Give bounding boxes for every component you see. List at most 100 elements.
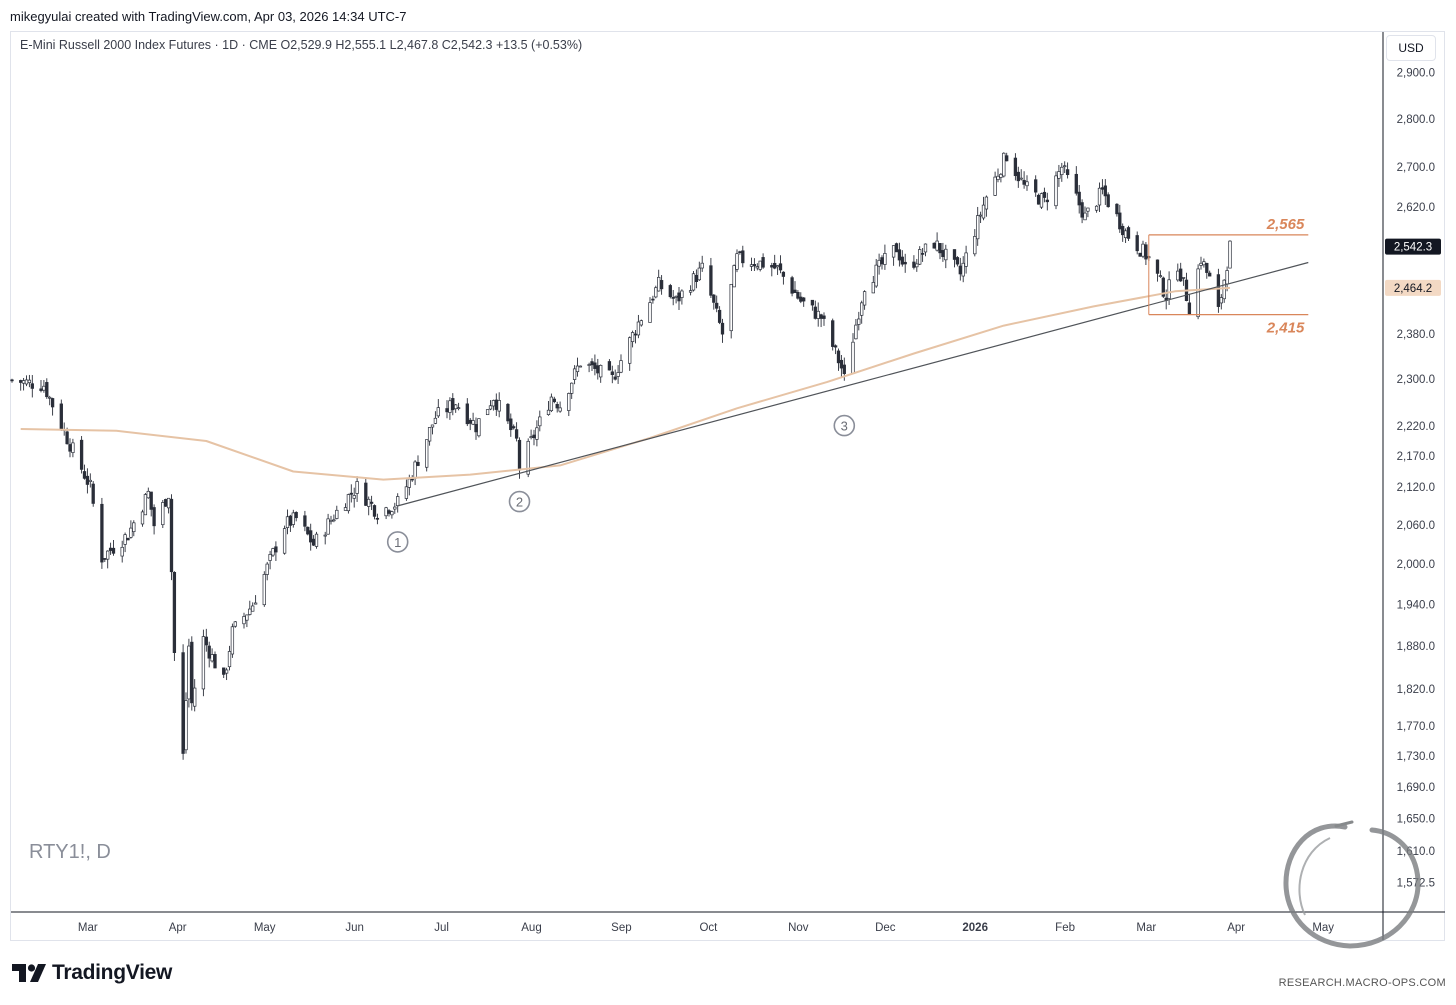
candle-body (871, 282, 875, 294)
time-tick-label: Feb (1055, 922, 1075, 934)
candle-body (802, 297, 806, 302)
candle-body (1034, 179, 1038, 193)
candle-body (39, 388, 43, 391)
candle-body (123, 534, 127, 545)
time-tick-label: Dec (875, 922, 896, 934)
candle-body (10, 379, 14, 382)
candle-body (465, 403, 469, 425)
trendline[interactable] (397, 261, 1309, 507)
candle-body (311, 538, 316, 546)
candle-body (204, 636, 208, 646)
candle-body (50, 398, 55, 408)
candle-body (659, 280, 664, 290)
candle-body (210, 654, 214, 662)
range-top-label: 2,565 (1266, 216, 1305, 233)
candle-body (729, 283, 733, 332)
time-tick-label: Mar (78, 922, 98, 934)
time-tick-label: Apr (169, 922, 187, 934)
candle-body (761, 257, 765, 268)
candle-body (1025, 181, 1029, 187)
candle-body (126, 537, 130, 541)
candle-body (851, 341, 855, 374)
time-tick-label: Aug (521, 922, 541, 934)
time-tick-label: Jun (345, 922, 364, 934)
candle-body (700, 262, 704, 269)
price-tick-label: 2,700.0 (1397, 162, 1435, 174)
pivot-circle (508, 490, 531, 513)
candle-body (799, 296, 803, 302)
candle-body (71, 442, 75, 453)
candle-body (451, 398, 455, 411)
candle-body (262, 574, 266, 606)
candle-body (1199, 262, 1203, 266)
candle-body (1054, 175, 1058, 207)
time-tick-label: May (254, 922, 276, 934)
candle-body (941, 250, 945, 258)
price-tick-label: 2,120.0 (1397, 482, 1435, 494)
candle-body (836, 350, 841, 364)
candle-body (607, 361, 612, 371)
currency-selector[interactable]: USD (1386, 35, 1436, 61)
range-box[interactable]: 2,565 2,415 (1148, 216, 1309, 337)
candle-body (326, 518, 330, 535)
candle-body (880, 257, 884, 265)
candle-body (578, 365, 583, 368)
candle-body (677, 292, 681, 302)
candle-body (903, 261, 907, 265)
time-axis[interactable]: Mar Apr May Jun Jul Aug Sep Oct Nov Dec 2026 Feb Mar… (11, 911, 1445, 934)
price-tick-label: 1,690.0 (1397, 782, 1435, 794)
candle-body (1123, 230, 1128, 239)
candle-body (445, 408, 449, 413)
candle-body (857, 318, 861, 325)
candle-body (790, 277, 794, 294)
candle-body (387, 510, 391, 514)
candle-body (227, 651, 232, 668)
candle-body (42, 385, 46, 391)
pivot-marker: 2 (508, 490, 531, 513)
candle-body (793, 289, 797, 294)
candle-body (143, 494, 148, 516)
candle-body (248, 608, 252, 615)
candle-body (1022, 179, 1026, 185)
candle-body (1167, 279, 1171, 299)
price-tick-label: 1,730.0 (1397, 751, 1435, 763)
candle-body (468, 419, 472, 424)
candle-body (1016, 171, 1020, 182)
tradingview-logo[interactable]: TradingView (12, 961, 172, 985)
candle-body (193, 687, 197, 707)
time-tick-label: Nov (788, 922, 809, 934)
candle-body (332, 519, 336, 522)
candle-body (619, 360, 623, 373)
price-axis[interactable]: 2,900.0 2,800.0 2,700.0 2,620.0 2,380.0 2,300… (1382, 32, 1435, 940)
candle-body (938, 243, 942, 254)
candle-body (512, 426, 516, 429)
candle-body (1097, 187, 1102, 206)
candle-body (831, 320, 835, 347)
candle-body (1013, 157, 1018, 177)
pivot-circle (386, 531, 409, 553)
candle-body (491, 400, 496, 407)
candle-body (367, 498, 371, 507)
candle-body (59, 403, 63, 430)
candle-body (390, 511, 394, 516)
candle-body (343, 507, 348, 511)
candle-body (309, 530, 313, 543)
candle-body (1045, 199, 1049, 203)
candle-body (1208, 272, 1212, 277)
candle-body (169, 498, 174, 573)
candle-body (393, 506, 397, 510)
candle-body (497, 400, 501, 412)
candle-body (335, 509, 339, 519)
candle-body (1074, 173, 1078, 194)
symbol-legend[interactable]: E-Mini Russell 2000 Index Futures · 1D ·… (20, 38, 583, 52)
candle-body (1222, 279, 1226, 300)
price-tick-label: 1,610.0 (1397, 846, 1435, 858)
candle-body (738, 251, 742, 253)
candle-body (285, 516, 290, 528)
candle-body (448, 400, 452, 413)
candlestick-series (10, 152, 1232, 760)
candle-body (999, 173, 1003, 178)
candle-body (1141, 243, 1145, 257)
candle-body (230, 626, 235, 655)
